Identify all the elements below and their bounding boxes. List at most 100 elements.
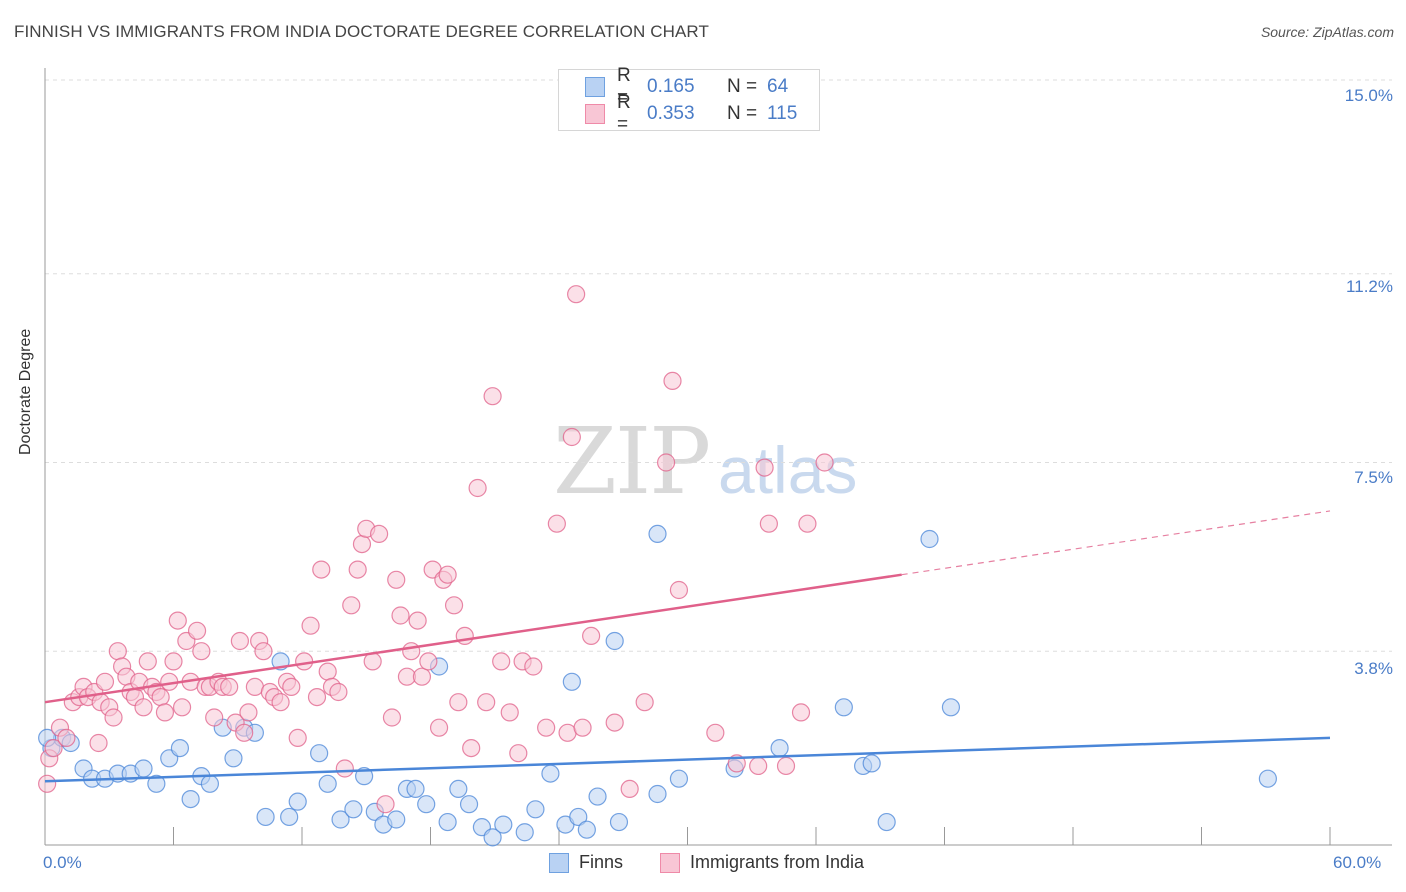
data-point-india <box>500 703 519 722</box>
data-point-india <box>288 728 307 748</box>
data-point-india <box>412 667 432 686</box>
data-point-india <box>151 687 170 707</box>
data-point-india <box>44 738 63 758</box>
legend-r-label: R = <box>617 65 631 108</box>
legend-swatch <box>549 852 569 873</box>
data-point-india <box>776 756 796 776</box>
data-point-india <box>492 652 511 671</box>
data-point-finns <box>941 698 961 717</box>
data-point-india <box>254 642 273 661</box>
watermark-atlas: atlas <box>718 433 858 507</box>
data-point-india <box>318 662 337 681</box>
data-point-india <box>95 672 115 691</box>
data-point-finns <box>834 698 853 717</box>
data-point-india <box>38 774 57 793</box>
data-point-india <box>335 759 354 778</box>
data-point-finns <box>417 795 436 814</box>
data-point-finns <box>449 779 468 799</box>
bottom-legend-finns: Finns <box>549 852 623 873</box>
data-point-india <box>759 514 778 533</box>
data-point-india <box>635 693 654 712</box>
y-tick-label: 3.8% <box>1354 659 1393 678</box>
legend-n-label: N = <box>727 103 758 124</box>
data-point-india <box>104 708 123 727</box>
y-tick-label: 7.5% <box>1354 468 1393 487</box>
data-point-india <box>582 626 601 646</box>
data-point-finns <box>288 792 307 811</box>
data-point-finns <box>515 823 534 842</box>
data-point-finns <box>459 795 479 814</box>
chart-title: FINNISH VS IMMIGRANTS FROM INDIA DOCTORA… <box>14 22 709 41</box>
legend-swatch <box>585 104 605 124</box>
data-point-india <box>444 596 464 615</box>
data-point-finns <box>648 524 667 544</box>
y-tick-label: 11.2% <box>1346 277 1393 296</box>
trend-line-india <box>44 573 902 704</box>
data-point-india <box>483 387 502 406</box>
data-point-india <box>402 642 421 661</box>
data-point-finns <box>877 812 896 832</box>
data-point-india <box>172 698 192 717</box>
data-point-india <box>134 698 153 717</box>
data-point-india <box>108 642 127 661</box>
data-point-india <box>524 657 543 676</box>
trend-line-india-extension <box>901 510 1331 576</box>
data-point-india <box>220 677 239 697</box>
data-point-india <box>387 570 406 589</box>
data-point-india <box>155 703 175 722</box>
data-point-india <box>164 652 183 671</box>
data-point-india <box>187 621 207 640</box>
data-point-finns <box>344 800 363 819</box>
data-point-india <box>567 285 586 304</box>
data-point-india <box>295 652 314 671</box>
x-tick-label: 0.0% <box>43 853 82 872</box>
legend-label: Finns <box>579 852 624 872</box>
data-point-finns <box>669 769 689 788</box>
data-points <box>38 285 1277 847</box>
data-point-india <box>301 616 320 635</box>
data-point-india <box>706 723 725 742</box>
data-point-india <box>230 631 249 651</box>
data-point-finns <box>318 774 337 793</box>
data-point-india <box>348 560 367 579</box>
data-point-india <box>138 652 157 671</box>
gridlines <box>45 79 1392 652</box>
trend-lines <box>44 510 1331 783</box>
data-point-india <box>509 744 528 763</box>
data-point-finns <box>569 807 588 827</box>
legend-r-value: 0.165 <box>647 76 695 97</box>
axes <box>44 68 1392 846</box>
data-point-finns <box>200 774 220 793</box>
data-point-finns <box>310 744 329 763</box>
data-point-india <box>376 795 395 814</box>
legend-n-label: N = <box>727 76 758 97</box>
data-point-finns <box>438 812 457 832</box>
data-point-india <box>562 427 581 447</box>
data-point-india <box>239 703 258 722</box>
data-point-finns <box>387 810 406 829</box>
data-point-india <box>462 738 481 758</box>
data-point-india <box>429 718 449 737</box>
data-point-india <box>312 560 331 579</box>
data-point-finns <box>541 764 560 783</box>
data-point-finns <box>256 807 275 827</box>
data-point-india <box>57 728 76 748</box>
data-point-finns <box>483 828 502 847</box>
data-point-finns <box>588 787 607 806</box>
data-point-india <box>271 693 290 712</box>
data-point-india <box>408 611 427 630</box>
y-tick-label: 15.0% <box>1344 86 1393 105</box>
data-point-finns <box>648 784 667 804</box>
data-point-india <box>352 534 372 554</box>
data-point-india <box>669 580 689 600</box>
data-point-india <box>205 708 224 727</box>
data-point-india <box>168 611 187 630</box>
data-point-finns <box>494 815 513 834</box>
data-point-india <box>391 606 410 625</box>
data-point-finns <box>181 789 200 809</box>
legend-n-value: 115 <box>767 103 798 124</box>
data-point-finns <box>562 672 581 691</box>
data-point-india <box>755 458 774 477</box>
data-point-finns <box>406 779 425 799</box>
data-point-finns <box>526 800 545 819</box>
